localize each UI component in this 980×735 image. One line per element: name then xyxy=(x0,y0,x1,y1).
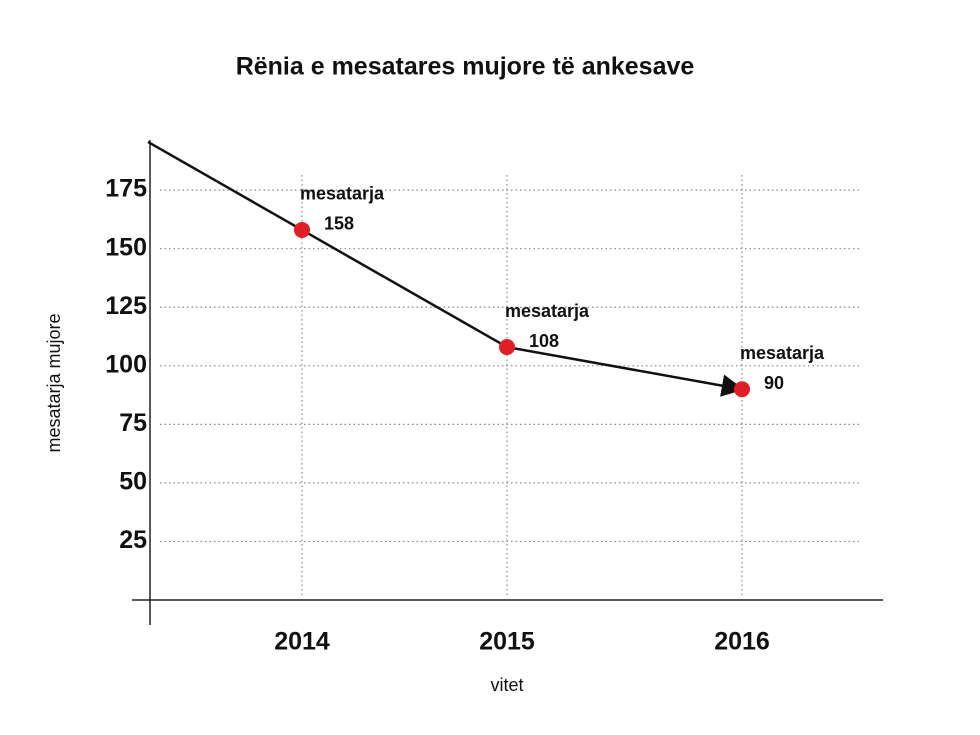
x-tick-label: 2014 xyxy=(274,628,330,656)
data-label: 158 xyxy=(324,214,354,234)
data-label: 108 xyxy=(529,331,559,351)
y-tick-label: 75 xyxy=(119,409,147,437)
x-tick-label: 2016 xyxy=(714,628,770,656)
point-annotation: mesatarja xyxy=(740,343,825,363)
y-tick-label: 175 xyxy=(105,175,147,203)
data-point xyxy=(734,381,750,398)
y-tick-label: 125 xyxy=(105,292,147,320)
x-tick-label: 2015 xyxy=(479,628,535,656)
y-tick-label: 25 xyxy=(119,526,147,554)
y-tick-label: 100 xyxy=(105,350,147,378)
data-point xyxy=(499,339,515,356)
point-annotation: mesatarja xyxy=(505,301,590,321)
data-point xyxy=(294,221,310,238)
y-tick-label: 50 xyxy=(119,468,147,496)
chart-title: Rënia e mesatares mujore të ankesave xyxy=(236,53,695,81)
x-axis-title: vitet xyxy=(490,675,523,695)
point-annotation: mesatarja xyxy=(300,184,385,204)
y-axis-title: mesatarja mujore xyxy=(44,313,64,452)
y-tick-label: 150 xyxy=(105,233,147,261)
data-label: 90 xyxy=(764,373,784,393)
trend-lead-in xyxy=(147,140,303,232)
